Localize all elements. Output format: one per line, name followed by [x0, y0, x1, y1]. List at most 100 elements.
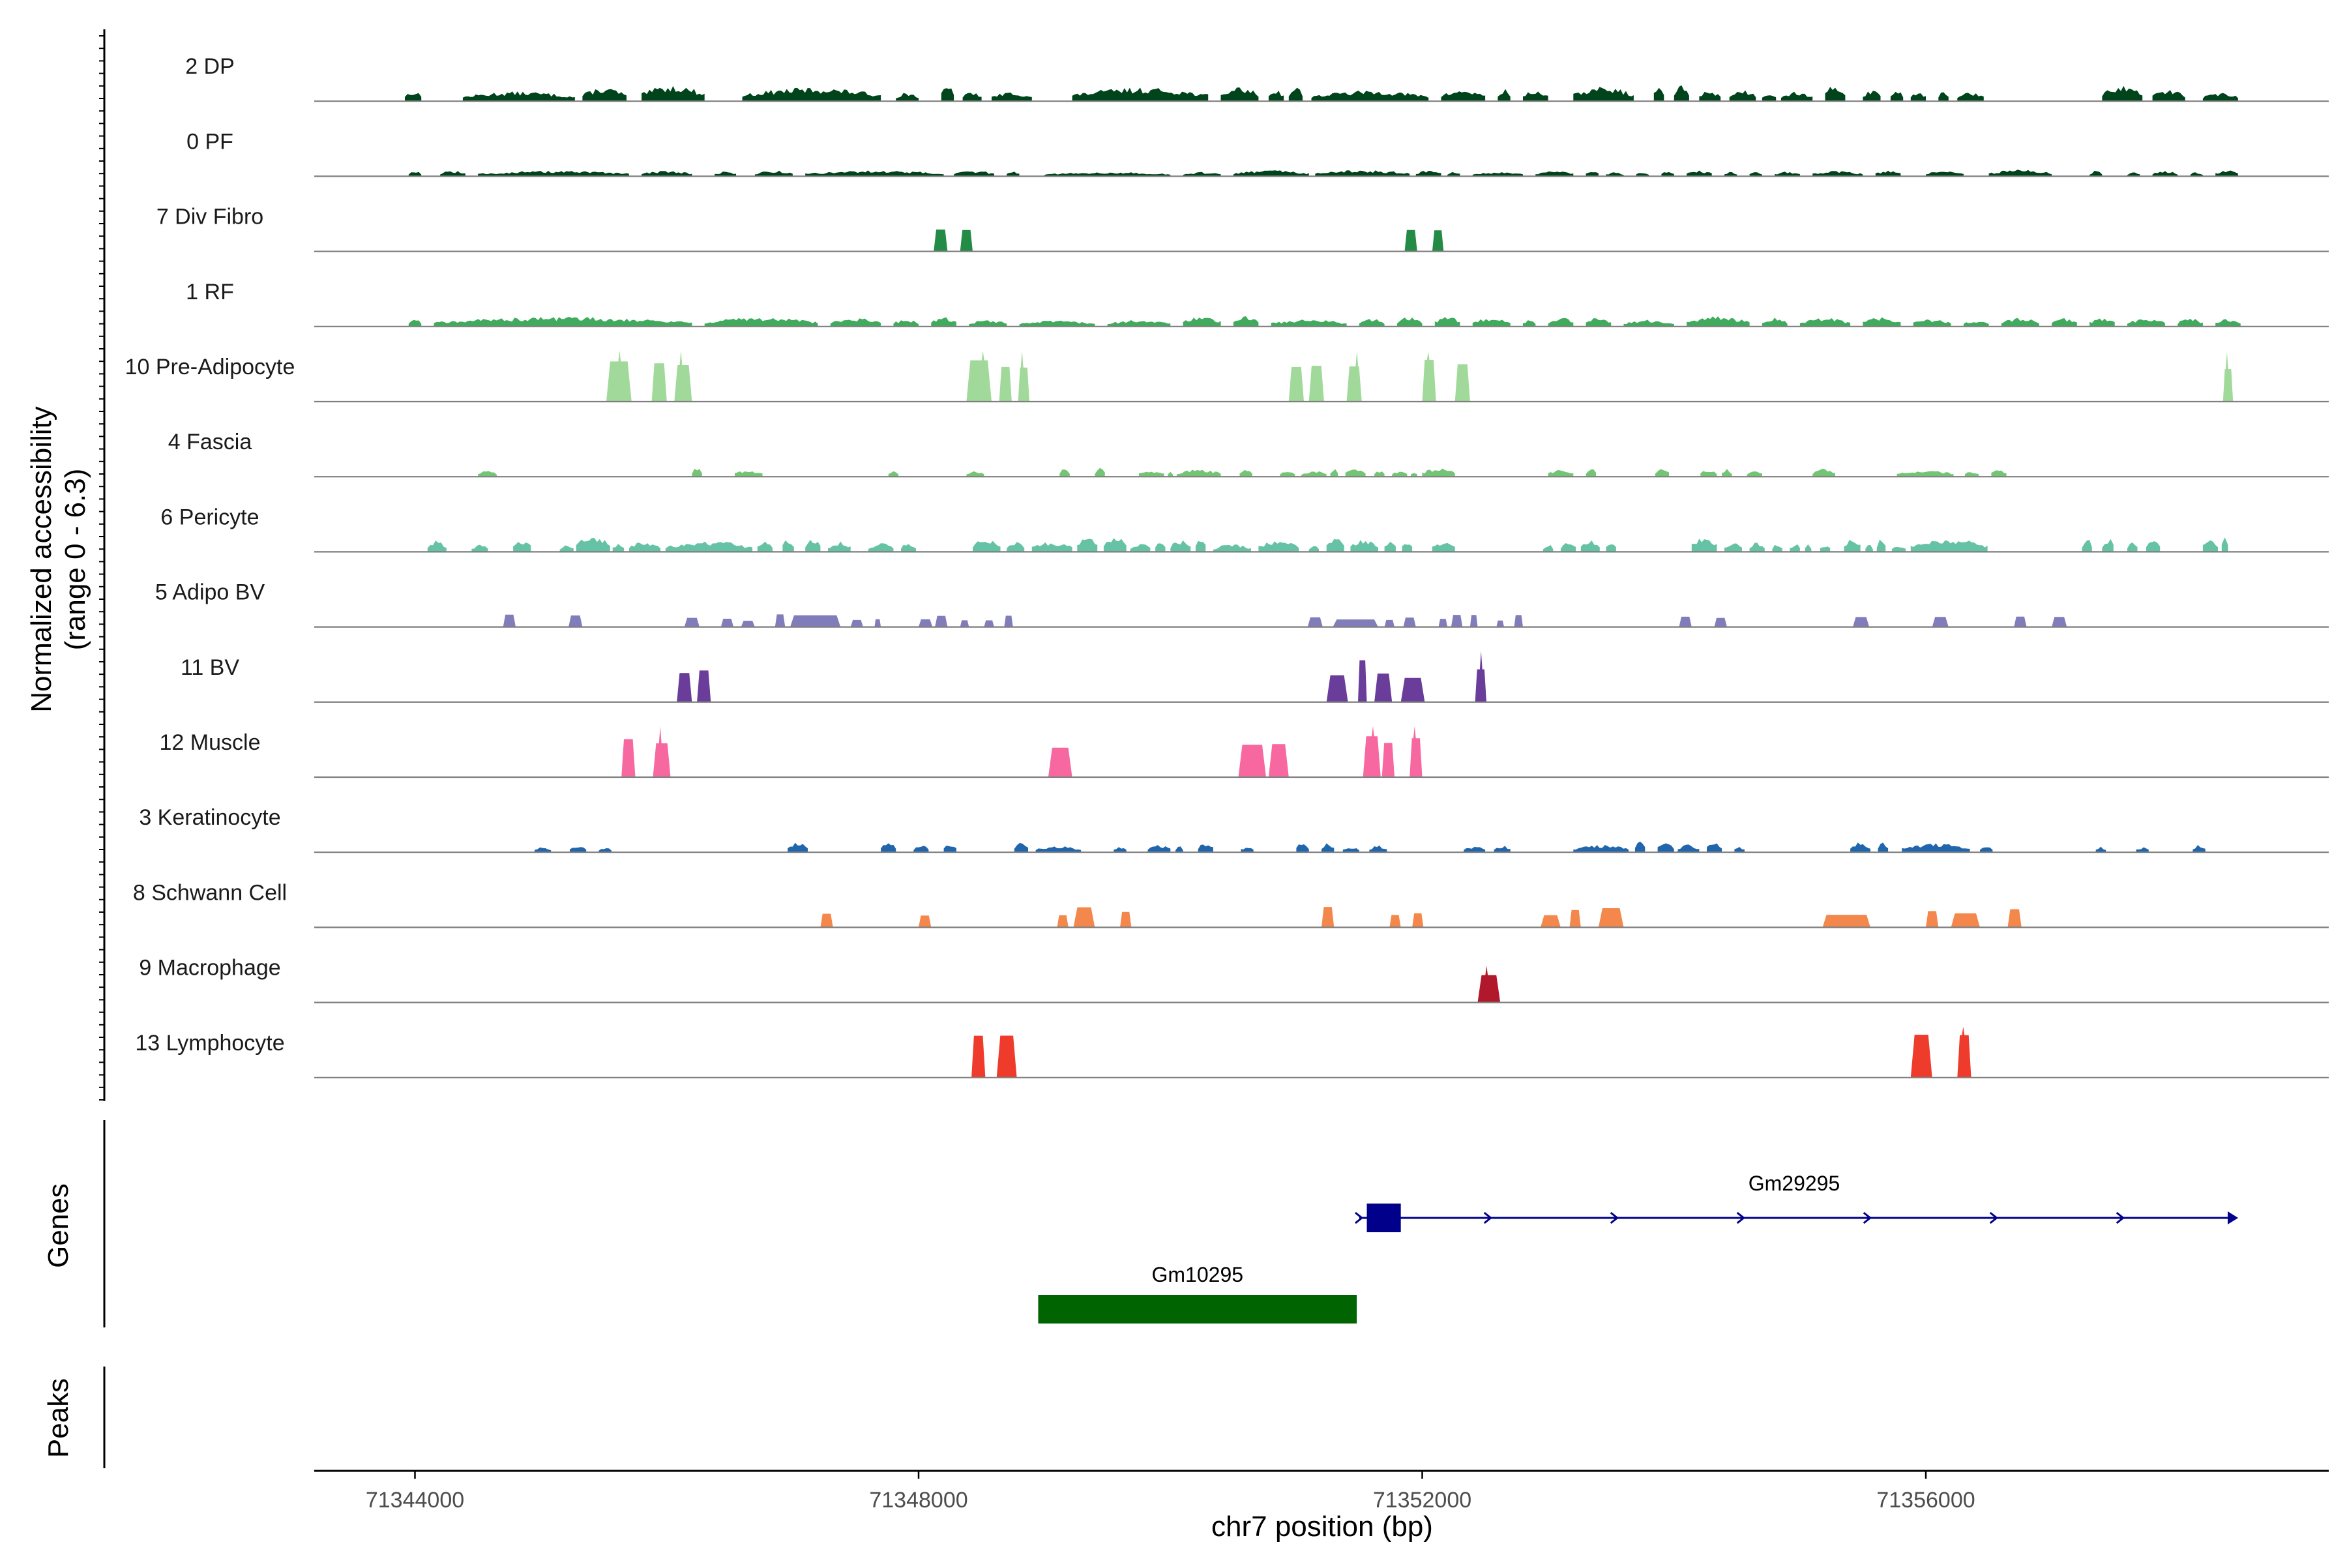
coverage-area [642, 85, 705, 102]
coverage-area [1103, 538, 1127, 552]
coverage-area [427, 540, 447, 552]
coverage-area [1441, 91, 1486, 102]
coverage-area [996, 1035, 1017, 1078]
y-axis-title-line1: Normalized accessibility [25, 406, 57, 712]
coverage-area [1384, 542, 1396, 552]
coverage-area [1991, 470, 2007, 477]
coverage-area [1183, 318, 1221, 327]
track-label: 9 Macrophage [139, 956, 280, 981]
coverage-area [1876, 539, 1886, 552]
coverage-area [1258, 541, 1299, 552]
coverage-area [1464, 846, 1486, 853]
coverage-area [888, 471, 899, 477]
track-7-div-fibro: 7 Div Fibro [156, 205, 2329, 252]
coverage-area [757, 541, 773, 552]
coverage-area [1661, 171, 1674, 177]
coverage-area [478, 171, 629, 177]
coverage-area [1018, 351, 1029, 402]
coverage-area [1019, 320, 1095, 327]
coverage-area [935, 615, 948, 627]
coverage-area [1722, 469, 1732, 477]
coverage-area [1315, 170, 1410, 177]
coverage-area [715, 171, 736, 177]
coverage-area [570, 847, 587, 853]
track-3-keratinocyte: 3 Keratinocyte [139, 805, 2329, 853]
coverage-area [1130, 544, 1151, 552]
coverage-area [1114, 847, 1127, 853]
coverage-area [828, 541, 851, 552]
x-tick-label: 71356000 [1876, 1488, 1975, 1513]
coverage-area [2102, 539, 2114, 552]
coverage-area [2007, 909, 2022, 928]
coverage-area [503, 614, 516, 627]
coverage-area [1910, 540, 1988, 552]
coverage-area [513, 542, 531, 552]
coverage-area [462, 91, 575, 102]
coverage-area [2052, 617, 2067, 627]
coverage-area [1865, 544, 1873, 552]
coverage-area [1308, 366, 1324, 402]
coverage-area [559, 545, 574, 552]
coverage-area [1220, 87, 1259, 102]
coverage-area [2152, 171, 2178, 177]
coverage-area [1238, 745, 1266, 777]
coverage-area [471, 544, 488, 552]
gene-gm10295: Gm10295 [1038, 1263, 1357, 1324]
coverage-area [1724, 543, 1742, 552]
coverage-area [1107, 320, 1171, 327]
coverage-area [1853, 617, 1870, 627]
coverage-area [2095, 846, 2106, 853]
coverage-area [598, 848, 612, 853]
coverage-area [1454, 364, 1470, 402]
coverage-area [1402, 544, 1413, 552]
strand-arrow [1989, 1211, 1999, 1224]
track-12-muscle: 12 Muscle [160, 726, 2329, 778]
coverage-area [692, 469, 702, 477]
coverage-area [1700, 471, 1717, 477]
coverage-area [1095, 467, 1105, 477]
gene-label: Gm10295 [1152, 1263, 1244, 1286]
coverage-area [919, 915, 932, 928]
coverage-area [1926, 171, 1964, 177]
coverage-area [1268, 91, 1284, 102]
coverage-area [1569, 910, 1581, 928]
coverage-area [1403, 617, 1416, 627]
coverage-area [1653, 87, 1664, 102]
coverage-area [1411, 473, 1417, 477]
coverage-area [1677, 844, 1700, 853]
coverage-area [1301, 471, 1327, 477]
x-tick-label: 71344000 [366, 1488, 464, 1513]
coverage-area [2215, 319, 2241, 327]
coverage-area [1400, 677, 1425, 702]
gene-exon [1366, 1204, 1401, 1232]
coverage-area [1326, 539, 1344, 552]
coverage-area [1183, 171, 1221, 177]
track-13-lymphocyte: 13 Lymphocyte [135, 1026, 2329, 1078]
coverage-area [1451, 615, 1463, 627]
coverage-area [1472, 172, 1523, 177]
coverage-area [1636, 173, 1649, 177]
coverage-area [1691, 539, 1717, 552]
track-1-rf: 1 RF [186, 280, 2329, 327]
coverage-area [1434, 317, 1460, 327]
coverage-area [1897, 471, 1954, 477]
coverage-area [2127, 172, 2140, 177]
coverage-area [1573, 87, 1634, 102]
gene-label: Gm29295 [1749, 1172, 1840, 1195]
coverage-area [1213, 544, 1251, 552]
coverage-area [934, 229, 948, 252]
coverage-area [1031, 542, 1072, 552]
track-2-dp: 2 DP [185, 54, 2329, 102]
coverage-area [1724, 171, 1737, 177]
coverage-area [962, 93, 982, 102]
gene-layer: Gm29295 Gm10295 [1038, 1172, 2239, 1324]
coverage-area [1988, 170, 2052, 177]
track-label: 4 Fascia [168, 430, 252, 454]
coverage-area [1389, 915, 1401, 928]
coverage-area [576, 538, 610, 552]
coverage-area [1155, 543, 1166, 552]
coverage-area [1938, 92, 1949, 102]
coverage-area [1496, 620, 1504, 627]
coverage-area [893, 320, 919, 327]
coverage-area [1072, 87, 1209, 102]
